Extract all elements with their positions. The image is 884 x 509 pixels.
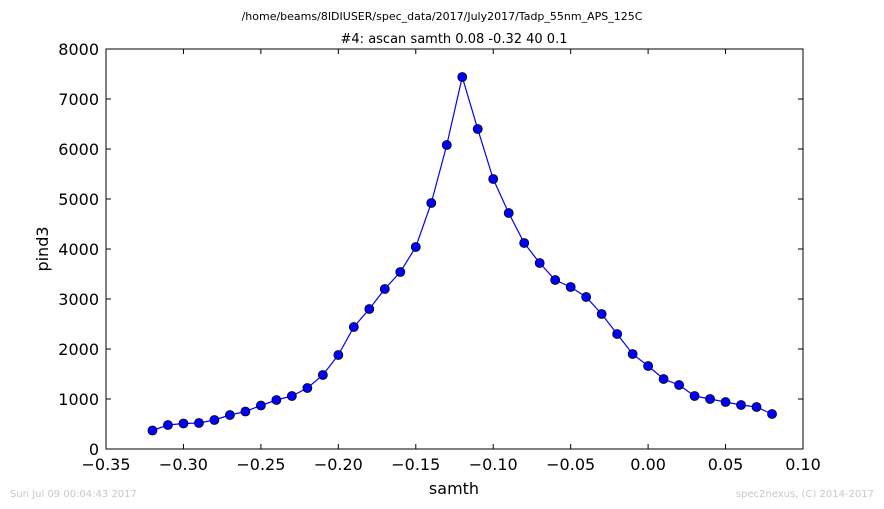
x-tick-label: −0.15 xyxy=(391,455,440,474)
data-point xyxy=(333,350,344,360)
data-point xyxy=(426,198,437,208)
data-point xyxy=(658,374,669,384)
x-tick-label: −0.35 xyxy=(81,455,130,474)
data-point xyxy=(379,284,390,294)
y-axis: 0 1000 2000 3000 4000 5000 6000 7000 8000 xyxy=(58,40,803,459)
data-point xyxy=(627,349,638,359)
x-tick-label: 0.00 xyxy=(630,455,666,474)
data-point xyxy=(534,258,545,268)
x-tick-label: −0.20 xyxy=(314,455,363,474)
data-point xyxy=(457,72,468,82)
data-point xyxy=(751,402,762,412)
y-tick-label: 3000 xyxy=(58,290,99,309)
chart-suptitle: /home/beams/8IDIUSER/spec_data/2017/July… xyxy=(242,10,643,23)
data-point xyxy=(441,140,452,150)
y-axis-label: pind3 xyxy=(33,226,52,271)
data-point xyxy=(286,391,297,401)
data-point xyxy=(472,124,483,134)
x-tick-label: −0.05 xyxy=(546,455,595,474)
data-point xyxy=(364,304,375,314)
y-tick-label: 2000 xyxy=(58,340,99,359)
data-point xyxy=(705,394,715,404)
data-point xyxy=(612,329,623,339)
data-point xyxy=(550,275,561,285)
data-point xyxy=(736,400,746,410)
y-tick-label: 6000 xyxy=(58,140,99,159)
data-point xyxy=(410,242,421,252)
data-point xyxy=(643,361,654,371)
data-point xyxy=(302,383,313,393)
x-tick-label: −0.10 xyxy=(469,455,518,474)
y-tick-label: 7000 xyxy=(58,90,99,109)
data-point xyxy=(565,282,576,292)
data-point xyxy=(689,391,700,401)
data-point xyxy=(488,174,499,184)
data-point xyxy=(317,370,328,380)
y-tick-label: 8000 xyxy=(58,40,99,59)
data-point xyxy=(395,267,406,277)
data-point xyxy=(596,309,607,319)
plot-area xyxy=(147,72,777,436)
data-point xyxy=(503,208,514,218)
data-point xyxy=(255,400,266,411)
x-tick-label: 0.10 xyxy=(785,455,821,474)
data-point xyxy=(240,406,251,417)
footer-timestamp: Sun Jul 09 00:04:43 2017 xyxy=(10,489,137,500)
x-tick-label: 0.05 xyxy=(708,455,744,474)
chart-title: #4: ascan samth 0.08 -0.32 40 0.1 xyxy=(341,32,568,47)
y-tick-label: 1000 xyxy=(58,390,99,409)
x-axis: −0.35 −0.30 −0.25 −0.20 −0.15 −0.10 −0.05 0.00 0… xyxy=(81,49,821,474)
data-point xyxy=(767,409,777,419)
data-point xyxy=(163,420,173,430)
data-point xyxy=(674,380,684,390)
data-point xyxy=(720,397,731,407)
x-tick-label: −0.30 xyxy=(159,455,208,474)
data-point xyxy=(271,395,282,405)
y-tick-label: 0 xyxy=(89,440,99,459)
footer-credit: spec2nexus, (C) 2014-2017 xyxy=(735,489,874,500)
data-point xyxy=(225,410,235,420)
data-point xyxy=(178,418,189,429)
y-tick-label: 5000 xyxy=(58,190,99,209)
series-line xyxy=(152,74,773,432)
y-tick-label: 4000 xyxy=(58,240,99,259)
data-point xyxy=(147,425,158,436)
x-axis-label: samth xyxy=(429,479,479,498)
data-point xyxy=(194,418,204,428)
data-point xyxy=(348,322,359,332)
x-tick-label: −0.25 xyxy=(236,455,285,474)
data-point xyxy=(519,238,530,248)
data-point xyxy=(209,415,220,425)
data-point xyxy=(581,292,592,302)
